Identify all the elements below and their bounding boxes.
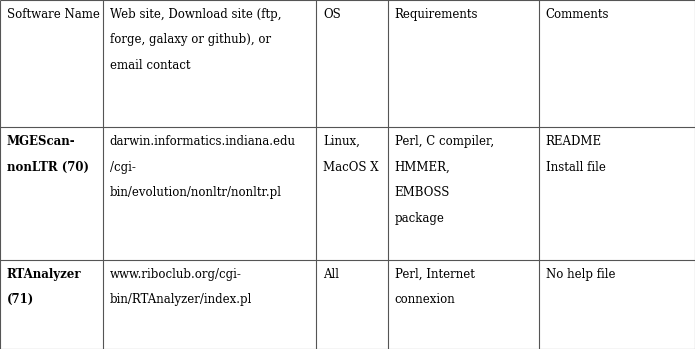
Text: Perl, C compiler,: Perl, C compiler,: [395, 135, 494, 148]
Text: bin/RTAnalyzer/index.pl: bin/RTAnalyzer/index.pl: [110, 293, 252, 306]
Text: connexion: connexion: [395, 293, 455, 306]
Text: darwin.informatics.indiana.edu: darwin.informatics.indiana.edu: [110, 135, 296, 148]
Text: Software Name: Software Name: [7, 8, 100, 21]
Text: MGEScan-: MGEScan-: [7, 135, 76, 148]
Text: www.riboclub.org/cgi-: www.riboclub.org/cgi-: [110, 268, 242, 281]
Text: HMMER,: HMMER,: [395, 161, 450, 173]
Text: MacOS X: MacOS X: [323, 161, 379, 173]
Text: No help file: No help file: [546, 268, 615, 281]
Text: forge, galaxy or github), or: forge, galaxy or github), or: [110, 33, 271, 46]
Text: Perl, Internet: Perl, Internet: [395, 268, 475, 281]
Text: Comments: Comments: [546, 8, 609, 21]
Text: Requirements: Requirements: [395, 8, 478, 21]
Text: /cgi-: /cgi-: [110, 161, 136, 173]
Text: Web site, Download site (ftp,: Web site, Download site (ftp,: [110, 8, 281, 21]
Text: RTAnalyzer: RTAnalyzer: [7, 268, 81, 281]
Text: (71): (71): [7, 293, 34, 306]
Text: package: package: [395, 211, 445, 224]
Text: Linux,: Linux,: [323, 135, 360, 148]
Text: EMBOSS: EMBOSS: [395, 186, 450, 199]
Text: Install file: Install file: [546, 161, 605, 173]
Text: bin/evolution/nonltr/nonltr.pl: bin/evolution/nonltr/nonltr.pl: [110, 186, 281, 199]
Text: OS: OS: [323, 8, 341, 21]
Text: README: README: [546, 135, 602, 148]
Text: All: All: [323, 268, 339, 281]
Text: email contact: email contact: [110, 59, 190, 72]
Text: nonLTR (70): nonLTR (70): [7, 161, 89, 173]
